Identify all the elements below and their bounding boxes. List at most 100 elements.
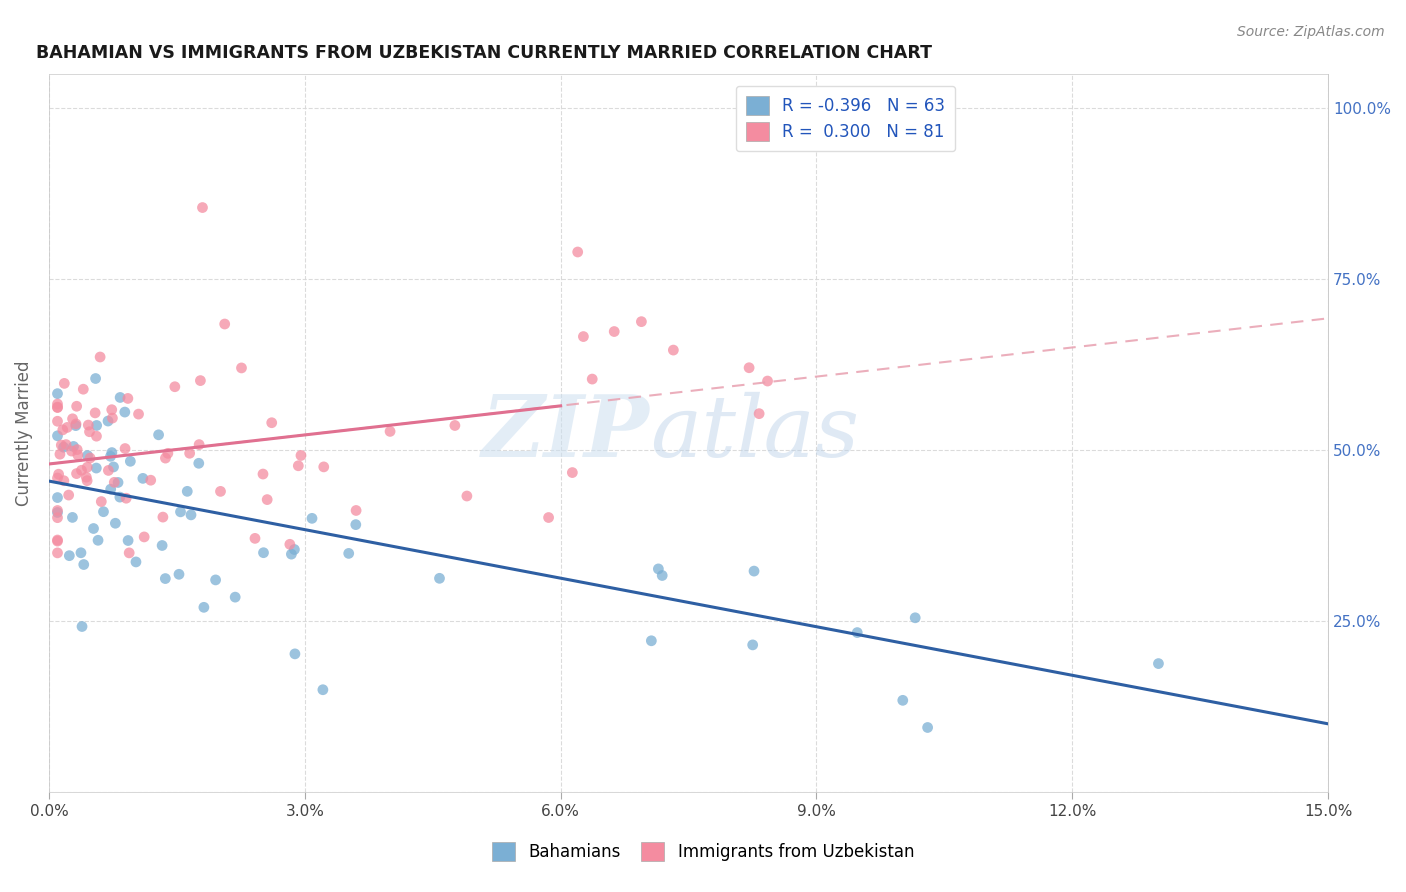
Point xyxy=(62,510,84,524)
Point xyxy=(163,380,186,394)
Text: ZIP: ZIP xyxy=(482,392,650,475)
Point xyxy=(89,350,111,364)
Point xyxy=(167,567,190,582)
Point xyxy=(118,546,141,560)
Point xyxy=(46,397,69,411)
Point xyxy=(284,647,307,661)
Point xyxy=(72,382,94,396)
Point xyxy=(101,445,124,459)
Point xyxy=(214,317,236,331)
Point xyxy=(108,490,131,504)
Point xyxy=(65,417,87,431)
Point xyxy=(1147,657,1170,671)
Point xyxy=(537,510,560,524)
Legend: R = -0.396   N = 63, R =  0.300   N = 81: R = -0.396 N = 63, R = 0.300 N = 81 xyxy=(735,87,955,152)
Point xyxy=(456,489,478,503)
Point xyxy=(97,414,120,428)
Point xyxy=(280,547,302,561)
Point xyxy=(46,491,69,505)
Point xyxy=(444,418,467,433)
Point xyxy=(93,505,115,519)
Point xyxy=(283,542,305,557)
Point xyxy=(738,360,761,375)
Point xyxy=(134,530,156,544)
Point xyxy=(100,402,122,417)
Y-axis label: Currently Married: Currently Married xyxy=(15,360,32,506)
Point xyxy=(581,372,603,386)
Point xyxy=(90,494,112,508)
Point xyxy=(115,491,138,506)
Point xyxy=(209,484,232,499)
Point xyxy=(103,459,125,474)
Point xyxy=(187,456,209,470)
Point xyxy=(65,418,87,433)
Point xyxy=(84,406,107,420)
Point xyxy=(429,571,451,585)
Point xyxy=(662,343,685,357)
Point xyxy=(46,386,69,401)
Point xyxy=(204,573,226,587)
Point xyxy=(152,510,174,524)
Point xyxy=(83,522,105,536)
Point xyxy=(748,407,770,421)
Point xyxy=(62,412,84,426)
Point xyxy=(156,446,179,460)
Point xyxy=(56,420,79,434)
Point xyxy=(46,510,69,524)
Point xyxy=(125,555,148,569)
Point xyxy=(100,482,122,496)
Point xyxy=(561,466,583,480)
Point xyxy=(70,463,93,477)
Point xyxy=(46,471,69,485)
Point xyxy=(84,461,107,475)
Point xyxy=(312,682,335,697)
Point xyxy=(169,505,191,519)
Point xyxy=(76,474,98,488)
Point xyxy=(603,325,626,339)
Point xyxy=(104,516,127,531)
Point xyxy=(46,506,69,520)
Point xyxy=(46,503,69,517)
Point xyxy=(567,245,589,260)
Point xyxy=(66,442,89,457)
Point xyxy=(114,405,136,419)
Point xyxy=(75,470,97,484)
Point xyxy=(70,619,93,633)
Point xyxy=(84,371,107,385)
Point xyxy=(337,546,360,560)
Legend: Bahamians, Immigrants from Uzbekistan: Bahamians, Immigrants from Uzbekistan xyxy=(485,835,921,868)
Point xyxy=(97,463,120,477)
Point xyxy=(132,471,155,485)
Point xyxy=(139,473,162,487)
Point xyxy=(86,429,108,443)
Text: BAHAMIAN VS IMMIGRANTS FROM UZBEKISTAN CURRENTLY MARRIED CORRELATION CHART: BAHAMIAN VS IMMIGRANTS FROM UZBEKISTAN C… xyxy=(37,44,932,62)
Point xyxy=(180,508,202,522)
Point xyxy=(66,399,89,413)
Point xyxy=(128,407,150,421)
Point xyxy=(188,437,211,451)
Point xyxy=(176,484,198,499)
Point xyxy=(651,568,673,582)
Point xyxy=(243,532,266,546)
Point xyxy=(51,438,73,452)
Point xyxy=(46,534,69,549)
Point xyxy=(278,537,301,551)
Point xyxy=(179,446,201,460)
Point xyxy=(52,423,75,437)
Point xyxy=(904,611,927,625)
Point xyxy=(58,549,80,563)
Point xyxy=(742,564,765,578)
Point xyxy=(148,427,170,442)
Point xyxy=(155,451,177,466)
Point xyxy=(79,425,101,439)
Point xyxy=(48,467,70,482)
Point xyxy=(46,429,69,443)
Point xyxy=(86,418,108,433)
Point xyxy=(55,437,77,451)
Point xyxy=(647,562,669,576)
Point xyxy=(52,440,75,454)
Point xyxy=(70,546,93,560)
Point xyxy=(76,460,98,475)
Point xyxy=(630,315,652,329)
Point xyxy=(60,444,83,458)
